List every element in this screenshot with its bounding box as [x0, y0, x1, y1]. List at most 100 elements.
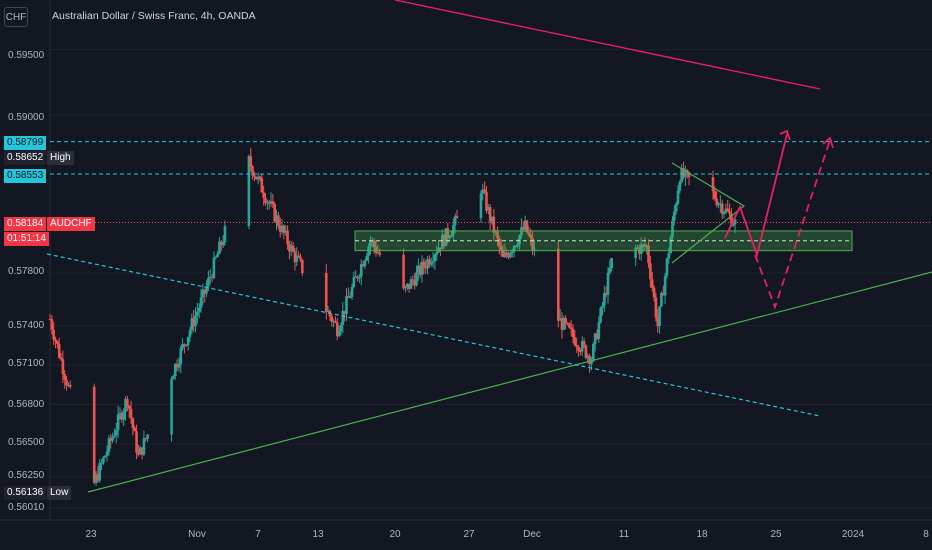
candle-body	[685, 169, 689, 173]
candle-body	[212, 257, 216, 278]
candle-body	[529, 235, 532, 238]
symbol-tag: AUDCHF	[47, 217, 95, 231]
level-tag-mid[interactable]: 0.58553	[4, 169, 47, 183]
high-label-tag: High	[47, 151, 74, 165]
candle-body	[282, 225, 286, 233]
candle-body	[507, 254, 510, 258]
candle-body	[407, 283, 411, 289]
high-value-tag: 0.58652	[4, 151, 47, 165]
candles	[48, 147, 737, 486]
candle-body	[359, 264, 363, 277]
candle-body	[719, 203, 722, 205]
candle-body	[68, 384, 72, 387]
currency-badge[interactable]: CHF	[4, 7, 28, 27]
candle-body	[107, 438, 111, 452]
candle-body	[522, 227, 525, 230]
candle-body	[483, 189, 486, 193]
candle-body	[453, 216, 457, 225]
level-tag-high[interactable]: 0.58799	[4, 136, 47, 150]
candle-body	[288, 244, 291, 252]
price-label: 0.57100	[8, 358, 45, 369]
candle-body	[715, 198, 718, 206]
candle-body	[56, 341, 59, 344]
price-label: 0.56250	[8, 470, 45, 481]
candle-body	[584, 345, 588, 358]
candle-body	[214, 257, 218, 259]
low-value-tag: 0.56136	[4, 486, 47, 500]
candle-body	[207, 277, 210, 287]
candle-body	[127, 405, 131, 409]
candle-body	[481, 189, 485, 194]
candle-body	[404, 286, 407, 289]
candle-body	[177, 364, 181, 368]
candle-body	[652, 287, 656, 298]
candle-body	[580, 341, 584, 352]
candle-body	[415, 272, 418, 286]
candle-body	[269, 201, 273, 204]
candle-body	[590, 360, 593, 365]
candle-body	[573, 337, 577, 346]
candle-body	[196, 311, 199, 316]
candle-body	[361, 264, 365, 267]
candle-body	[118, 413, 122, 415]
price-label: 0.57800	[8, 266, 45, 277]
candle-body	[142, 438, 146, 455]
price-label: 0.56500	[8, 437, 45, 448]
drawings	[46, 0, 932, 493]
candle-body	[634, 247, 637, 259]
candle-body	[606, 272, 610, 295]
candle-body	[341, 310, 345, 325]
candle-body	[674, 203, 678, 212]
candle-body	[221, 242, 225, 246]
candle-body	[54, 339, 57, 342]
candle-body	[656, 317, 660, 327]
candle-body	[363, 260, 367, 267]
candle-body	[326, 310, 330, 312]
time-label: 25	[770, 529, 782, 540]
candle-body	[722, 212, 726, 214]
candle-body	[639, 244, 643, 254]
candle-body	[720, 203, 724, 214]
candle-body	[505, 252, 509, 255]
candle-body	[258, 176, 262, 178]
candle-body	[411, 279, 415, 281]
current-price-tag: 0.58184	[4, 217, 47, 231]
candle-body	[439, 247, 442, 250]
candle-body	[487, 206, 490, 211]
projection-arrowhead	[779, 129, 791, 141]
candle-body	[501, 249, 505, 257]
candle-body	[669, 237, 672, 254]
candle-body	[450, 234, 453, 238]
candle-body	[680, 168, 683, 182]
candle-body	[658, 306, 661, 327]
candle-body	[557, 248, 560, 321]
candle-body	[188, 330, 192, 337]
candle-body	[503, 252, 507, 257]
candle-body	[223, 226, 227, 243]
symbol-title[interactable]: Australian Dollar / Swiss Franc, 4h, OAN…	[52, 10, 256, 22]
time-label: Nov	[188, 529, 206, 540]
candle-body	[402, 254, 405, 289]
candle-body	[273, 204, 276, 222]
candle-body	[588, 355, 591, 365]
candle-body	[673, 211, 676, 221]
candle-body	[733, 219, 737, 225]
candle-body	[566, 323, 569, 325]
candle-body	[343, 310, 346, 314]
candle-body	[277, 215, 280, 227]
price-label: 0.59000	[8, 112, 45, 123]
candle-body	[437, 247, 440, 253]
candle-body	[260, 177, 264, 193]
candle-body	[678, 181, 682, 191]
candle-body	[682, 168, 685, 177]
time-label: Dec	[523, 529, 541, 540]
candle-body	[194, 315, 197, 327]
resistance-trendline	[394, 0, 821, 90]
candle-body	[446, 228, 450, 238]
candle-body	[413, 280, 416, 286]
candle-body	[186, 336, 190, 345]
candle-body	[146, 434, 149, 439]
candle-body	[199, 297, 203, 308]
candle-body	[604, 292, 608, 295]
